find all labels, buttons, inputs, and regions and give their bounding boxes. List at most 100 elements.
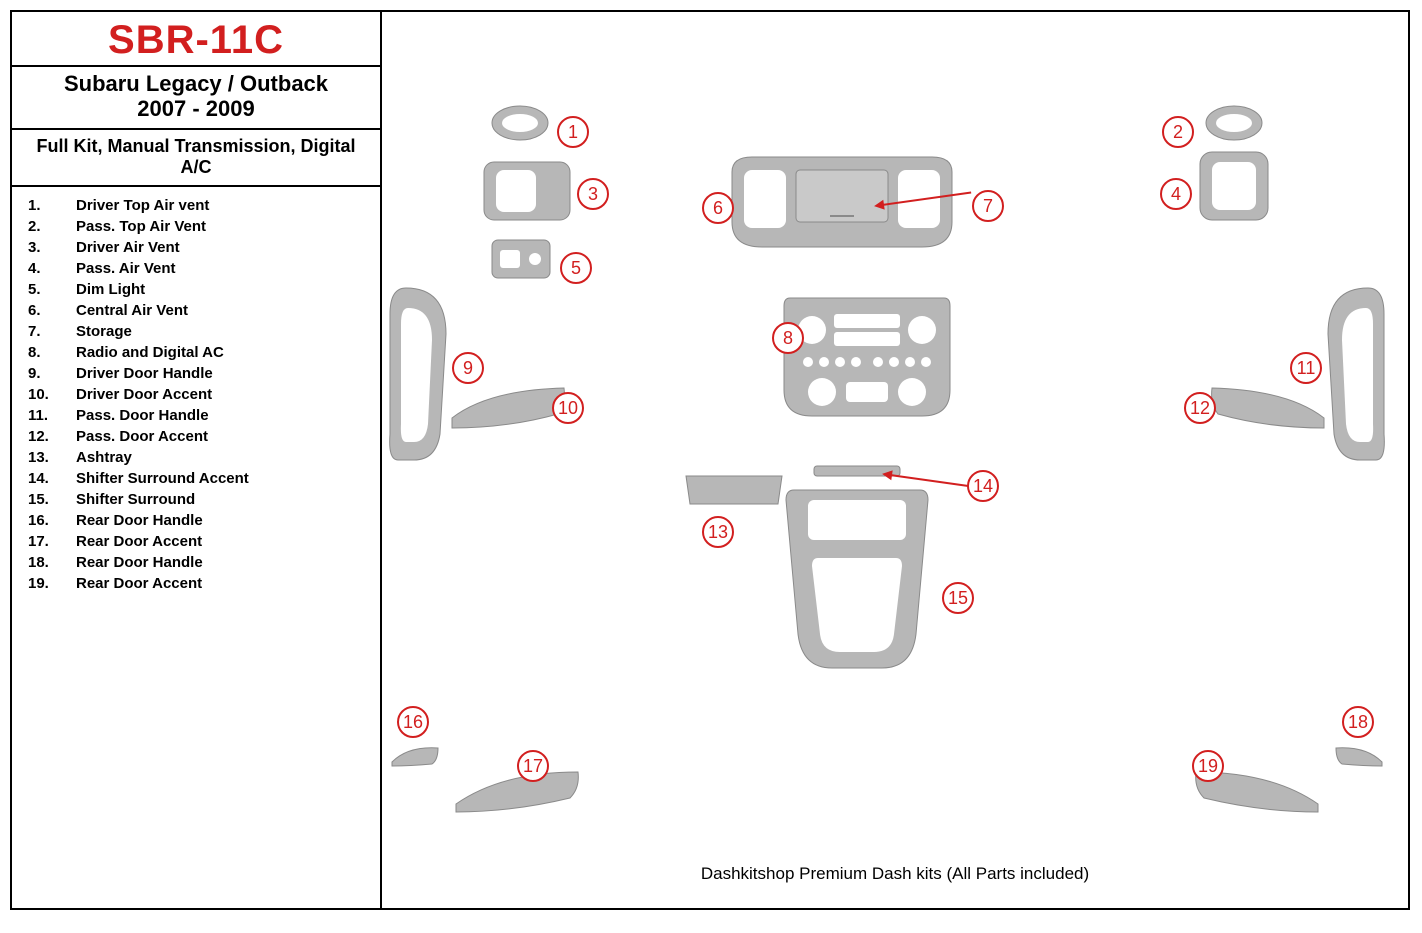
callout-19: 19 [1192, 750, 1224, 782]
parts-list-row: 6.Central Air Vent [28, 302, 364, 319]
parts-list-row: 3.Driver Air Vent [28, 239, 364, 256]
callout-6: 6 [702, 192, 734, 224]
model-line-1: Subaru Legacy / Outback [64, 71, 328, 96]
product-code: SBR-11C [12, 12, 380, 67]
parts-list-label: Pass. Door Handle [76, 407, 364, 424]
parts-list-row: 15.Shifter Surround [28, 491, 364, 508]
kit-description: Full Kit, Manual Transmission, Digital A… [12, 130, 380, 187]
parts-list-number: 9. [28, 365, 76, 382]
parts-list-row: 12.Pass. Door Accent [28, 428, 364, 445]
parts-list-row: 17.Rear Door Accent [28, 533, 364, 550]
parts-list-label: Central Air Vent [76, 302, 364, 319]
parts-list-number: 2. [28, 218, 76, 235]
part-pass-air-vent [1198, 150, 1270, 222]
parts-list-number: 8. [28, 344, 76, 361]
callout-11: 11 [1290, 352, 1322, 384]
parts-list-label: Pass. Top Air Vent [76, 218, 364, 235]
part-driver-top-vent [490, 104, 550, 142]
parts-list-label: Driver Air Vent [76, 239, 364, 256]
parts-list-label: Rear Door Handle [76, 512, 364, 529]
parts-list-number: 13. [28, 449, 76, 466]
callout-3: 3 [577, 178, 609, 210]
callout-14: 14 [967, 470, 999, 502]
parts-list-label: Dim Light [76, 281, 364, 298]
parts-list-label: Shifter Surround Accent [76, 470, 364, 487]
parts-list-label: Rear Door Handle [76, 554, 364, 571]
parts-list-row: 1.Driver Top Air vent [28, 197, 364, 214]
part-pass-door-accent [1208, 384, 1328, 430]
callout-15: 15 [942, 582, 974, 614]
parts-list-number: 14. [28, 470, 76, 487]
callout-5: 5 [560, 252, 592, 284]
outer-frame: SBR-11C Subaru Legacy / Outback 2007 - 2… [10, 10, 1410, 910]
part-radio-ac [782, 290, 952, 420]
parts-list-label: Storage [76, 323, 364, 340]
parts-list-label: Shifter Surround [76, 491, 364, 508]
parts-list-row: 19.Rear Door Accent [28, 575, 364, 592]
parts-list-label: Driver Door Handle [76, 365, 364, 382]
parts-list-number: 12. [28, 428, 76, 445]
part-shifter-surround [782, 484, 932, 674]
parts-list-label: Driver Top Air vent [76, 197, 364, 214]
parts-list-label: Rear Door Accent [76, 575, 364, 592]
part-rear-door-handle-right [1332, 744, 1386, 768]
callout-13: 13 [702, 516, 734, 548]
sidebar: SBR-11C Subaru Legacy / Outback 2007 - 2… [12, 12, 382, 908]
callout-9: 9 [452, 352, 484, 384]
part-dim-light [490, 238, 552, 280]
parts-list-row: 8.Radio and Digital AC [28, 344, 364, 361]
parts-list-label: Pass. Air Vent [76, 260, 364, 277]
parts-list-number: 4. [28, 260, 76, 277]
part-driver-air-vent [482, 160, 572, 222]
callout-2: 2 [1162, 116, 1194, 148]
part-rear-door-handle-left [388, 744, 442, 768]
parts-list-row: 2.Pass. Top Air Vent [28, 218, 364, 235]
parts-list-row: 5.Dim Light [28, 281, 364, 298]
parts-list-row: 7.Storage [28, 323, 364, 340]
parts-list: 1.Driver Top Air vent2.Pass. Top Air Ven… [12, 187, 380, 606]
callout-18: 18 [1342, 706, 1374, 738]
callout-7: 7 [972, 190, 1004, 222]
parts-list-number: 10. [28, 386, 76, 403]
parts-list-label: Ashtray [76, 449, 364, 466]
parts-list-number: 5. [28, 281, 76, 298]
part-driver-door-handle [386, 284, 450, 464]
parts-list-row: 14.Shifter Surround Accent [28, 470, 364, 487]
parts-list-label: Rear Door Accent [76, 533, 364, 550]
parts-list-number: 1. [28, 197, 76, 214]
callout-8: 8 [772, 322, 804, 354]
parts-list-row: 13.Ashtray [28, 449, 364, 466]
model-header: Subaru Legacy / Outback 2007 - 2009 [12, 67, 380, 130]
part-pass-door-handle [1324, 284, 1388, 464]
parts-list-row: 9.Driver Door Handle [28, 365, 364, 382]
part-central-vent-storage [722, 152, 962, 262]
parts-list-number: 7. [28, 323, 76, 340]
callout-10: 10 [552, 392, 584, 424]
callout-1: 1 [557, 116, 589, 148]
callout-17: 17 [517, 750, 549, 782]
parts-list-row: 18.Rear Door Handle [28, 554, 364, 571]
parts-list-number: 16. [28, 512, 76, 529]
part-driver-door-accent [448, 384, 568, 430]
parts-list-number: 15. [28, 491, 76, 508]
callout-16: 16 [397, 706, 429, 738]
part-ashtray [682, 472, 786, 508]
parts-list-number: 19. [28, 575, 76, 592]
parts-list-row: 16.Rear Door Handle [28, 512, 364, 529]
part-rear-door-accent-left [452, 768, 582, 814]
model-line-2: 2007 - 2009 [137, 96, 254, 121]
footer-note: Dashkitshop Premium Dash kits (All Parts… [701, 864, 1089, 884]
parts-list-number: 11. [28, 407, 76, 424]
parts-list-number: 18. [28, 554, 76, 571]
parts-list-label: Pass. Door Accent [76, 428, 364, 445]
parts-list-label: Radio and Digital AC [76, 344, 364, 361]
callout-12: 12 [1184, 392, 1216, 424]
parts-list-number: 17. [28, 533, 76, 550]
parts-list-number: 6. [28, 302, 76, 319]
callout-4: 4 [1160, 178, 1192, 210]
parts-list-label: Driver Door Accent [76, 386, 364, 403]
parts-list-row: 11.Pass. Door Handle [28, 407, 364, 424]
parts-list-row: 4.Pass. Air Vent [28, 260, 364, 277]
parts-list-row: 10.Driver Door Accent [28, 386, 364, 403]
parts-list-number: 3. [28, 239, 76, 256]
